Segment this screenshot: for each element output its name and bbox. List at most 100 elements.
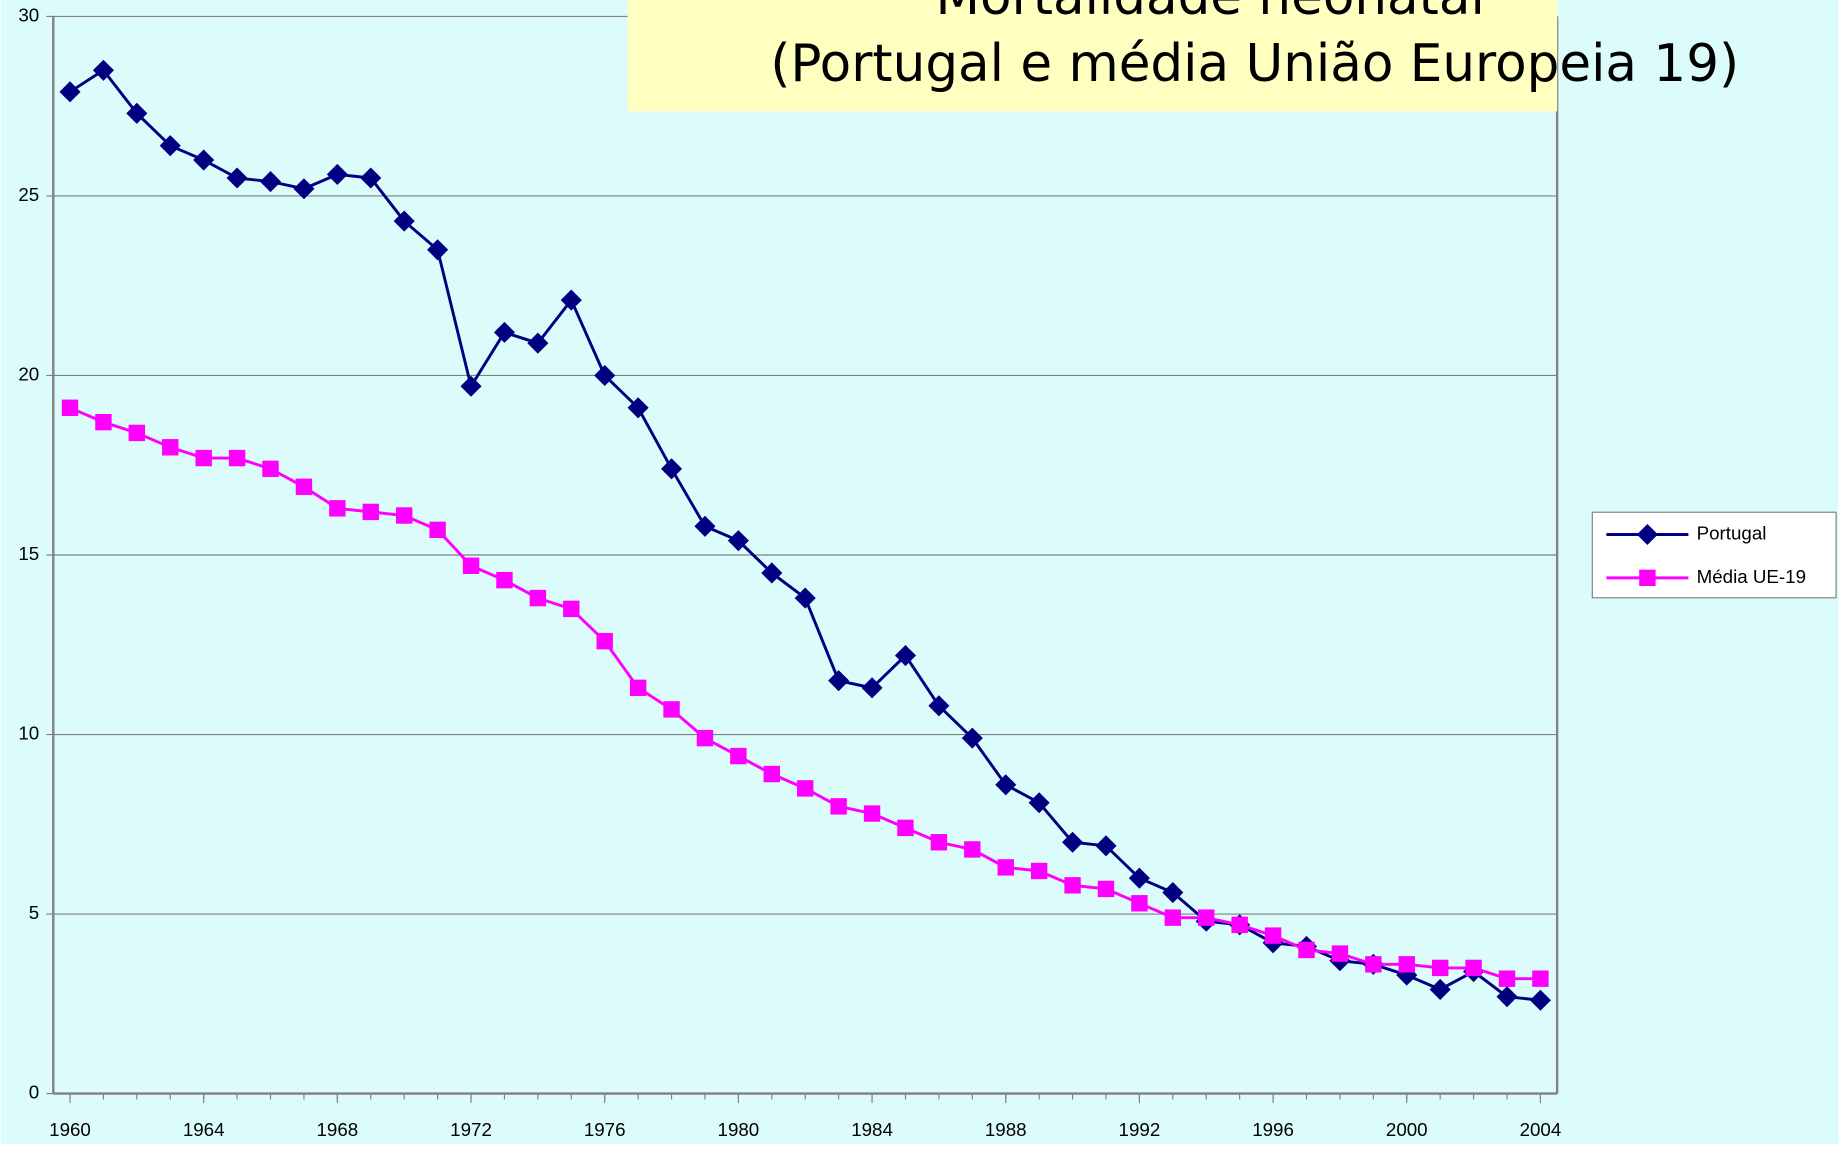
marker <box>995 774 1017 796</box>
marker <box>228 449 246 467</box>
marker <box>627 397 649 419</box>
marker <box>1639 569 1656 587</box>
x-tick-label: 1972 <box>450 1119 492 1140</box>
marker <box>395 507 413 524</box>
marker <box>360 167 382 189</box>
marker <box>1636 523 1658 546</box>
marker <box>660 458 683 480</box>
chart-title: Mortalidade neonatal <box>936 0 1485 27</box>
marker <box>496 571 513 589</box>
marker <box>964 841 981 858</box>
marker <box>1532 970 1549 987</box>
marker <box>1496 986 1518 1008</box>
marker <box>1028 792 1050 814</box>
legend-box <box>1591 511 1837 599</box>
marker <box>863 805 881 822</box>
marker <box>295 478 313 495</box>
marker <box>61 399 79 416</box>
marker <box>59 81 81 103</box>
marker <box>894 644 917 667</box>
x-tick-label: 1964 <box>183 1119 225 1140</box>
marker <box>1331 945 1349 962</box>
x-tick-label: 2000 <box>1386 1119 1428 1140</box>
x-tick-label: 1968 <box>316 1119 358 1140</box>
x-tick-label: 1976 <box>584 1119 626 1140</box>
x-tick-label: 1996 <box>1252 1119 1294 1140</box>
marker <box>1431 959 1449 977</box>
title-box <box>627 0 1558 112</box>
marker <box>761 562 783 584</box>
marker <box>527 332 549 354</box>
marker <box>1064 877 1081 894</box>
marker <box>1298 941 1315 959</box>
marker <box>1264 927 1282 944</box>
marker <box>1498 970 1516 987</box>
marker <box>1465 959 1482 977</box>
marker <box>462 557 480 574</box>
marker <box>797 780 814 797</box>
legend: Portugal Média UE-19 <box>1591 511 1837 599</box>
marker <box>128 424 146 442</box>
marker <box>427 239 449 261</box>
marker <box>1231 916 1248 934</box>
x-tick-label: 2004 <box>1520 1119 1562 1140</box>
marker <box>1097 880 1115 898</box>
marker <box>193 149 215 171</box>
marker <box>1164 909 1182 926</box>
marker <box>95 413 112 431</box>
marker <box>696 729 714 747</box>
marker <box>493 321 515 343</box>
marker <box>763 765 781 783</box>
x-tick-label: 1980 <box>718 1119 760 1140</box>
legend-label: Média UE-19 <box>1697 566 1806 587</box>
marker <box>596 632 613 650</box>
marker <box>1365 956 1382 973</box>
marker <box>997 859 1014 876</box>
y-tick-label: 20 <box>18 363 39 384</box>
x-tick-label: 1984 <box>851 1119 893 1140</box>
marker <box>195 449 212 467</box>
marker <box>828 670 850 692</box>
chart-subtitle: (Portugal e média União Europeia 19) <box>770 34 1739 94</box>
y-tick-label: 0 <box>29 1082 39 1103</box>
y-tick-label: 10 <box>18 722 39 743</box>
marker <box>930 834 948 851</box>
legend-label: Portugal <box>1697 522 1767 543</box>
marker <box>830 798 847 815</box>
marker <box>1398 956 1415 973</box>
marker <box>429 521 446 539</box>
y-tick-label: 30 <box>18 4 39 25</box>
marker <box>126 102 148 124</box>
marker <box>362 503 379 521</box>
marker <box>1062 831 1084 853</box>
marker <box>529 589 547 607</box>
y-tick-label: 25 <box>18 184 39 205</box>
x-tick-label: 1960 <box>49 1119 91 1140</box>
marker <box>928 695 950 717</box>
marker <box>794 587 816 609</box>
marker <box>1162 881 1184 904</box>
marker <box>861 677 883 699</box>
marker <box>897 819 914 837</box>
marker <box>1131 895 1148 912</box>
marker <box>329 500 346 517</box>
marker <box>563 600 580 618</box>
marker <box>663 701 680 718</box>
marker <box>460 375 482 397</box>
marker <box>629 679 647 697</box>
marker <box>961 727 983 749</box>
marker <box>293 178 315 200</box>
marker <box>594 364 616 387</box>
marker <box>1198 909 1215 926</box>
y-tick-label: 5 <box>29 902 39 923</box>
marker <box>162 439 179 456</box>
marker <box>92 59 114 81</box>
y-tick-label: 15 <box>18 543 39 564</box>
plot: 0 5 10 15 20 25 30 1960 1964 1968 1972 1976 1980 1984… <box>18 4 1561 1140</box>
marker <box>1095 835 1117 857</box>
marker <box>730 747 747 765</box>
x-tick-label: 1988 <box>985 1119 1027 1140</box>
